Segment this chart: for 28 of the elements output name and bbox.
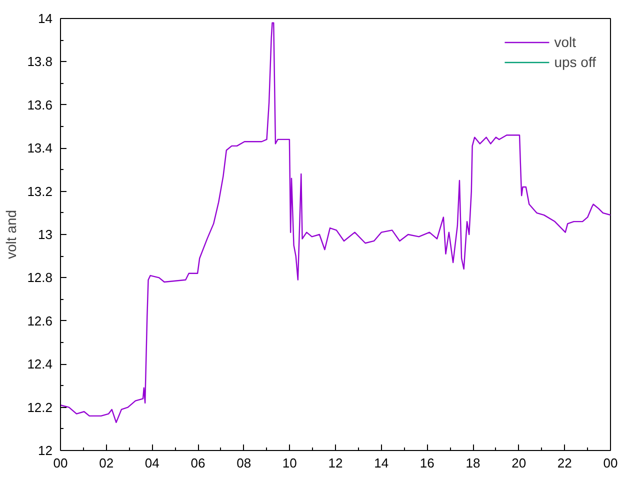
y-tick-label: 13.2 [27,184,53,199]
y-tick-label: 13 [38,227,53,242]
y-axis-title: volt and [3,210,20,260]
x-tick-label: 00 [603,456,618,470]
x-tick-label: 10 [282,456,297,470]
legend-label: volt [554,34,576,50]
y-tick-label: 13.6 [27,97,53,112]
x-tick-label: 04 [144,456,160,470]
line-series [60,22,610,424]
x-tick-label: 12 [328,456,343,470]
x-tick-label: 06 [190,456,206,470]
x-tick-label: 20 [512,456,526,470]
x-tick-label: 18 [466,456,480,470]
legend-label: ups off [554,54,596,70]
y-tick-label: 12.6 [27,313,53,328]
y-tick-label: 13.4 [27,140,53,156]
x-tick-label: 22 [557,456,572,470]
y-tick-label: 13.8 [27,54,53,70]
x-tick-label: 16 [420,456,434,470]
x-tick-label: 02 [99,456,114,470]
y-tick-label: 12.4 [27,356,53,372]
x-tick-label: 08 [236,456,252,470]
y-tick-label: 12.8 [27,270,53,286]
y-tick-label: 12.2 [27,400,53,415]
y-tick-label: 14 [38,11,53,26]
x-tick-label: 00 [53,456,68,470]
x-tick-label: 14 [374,456,389,470]
y-tick-label: 12 [38,443,53,458]
